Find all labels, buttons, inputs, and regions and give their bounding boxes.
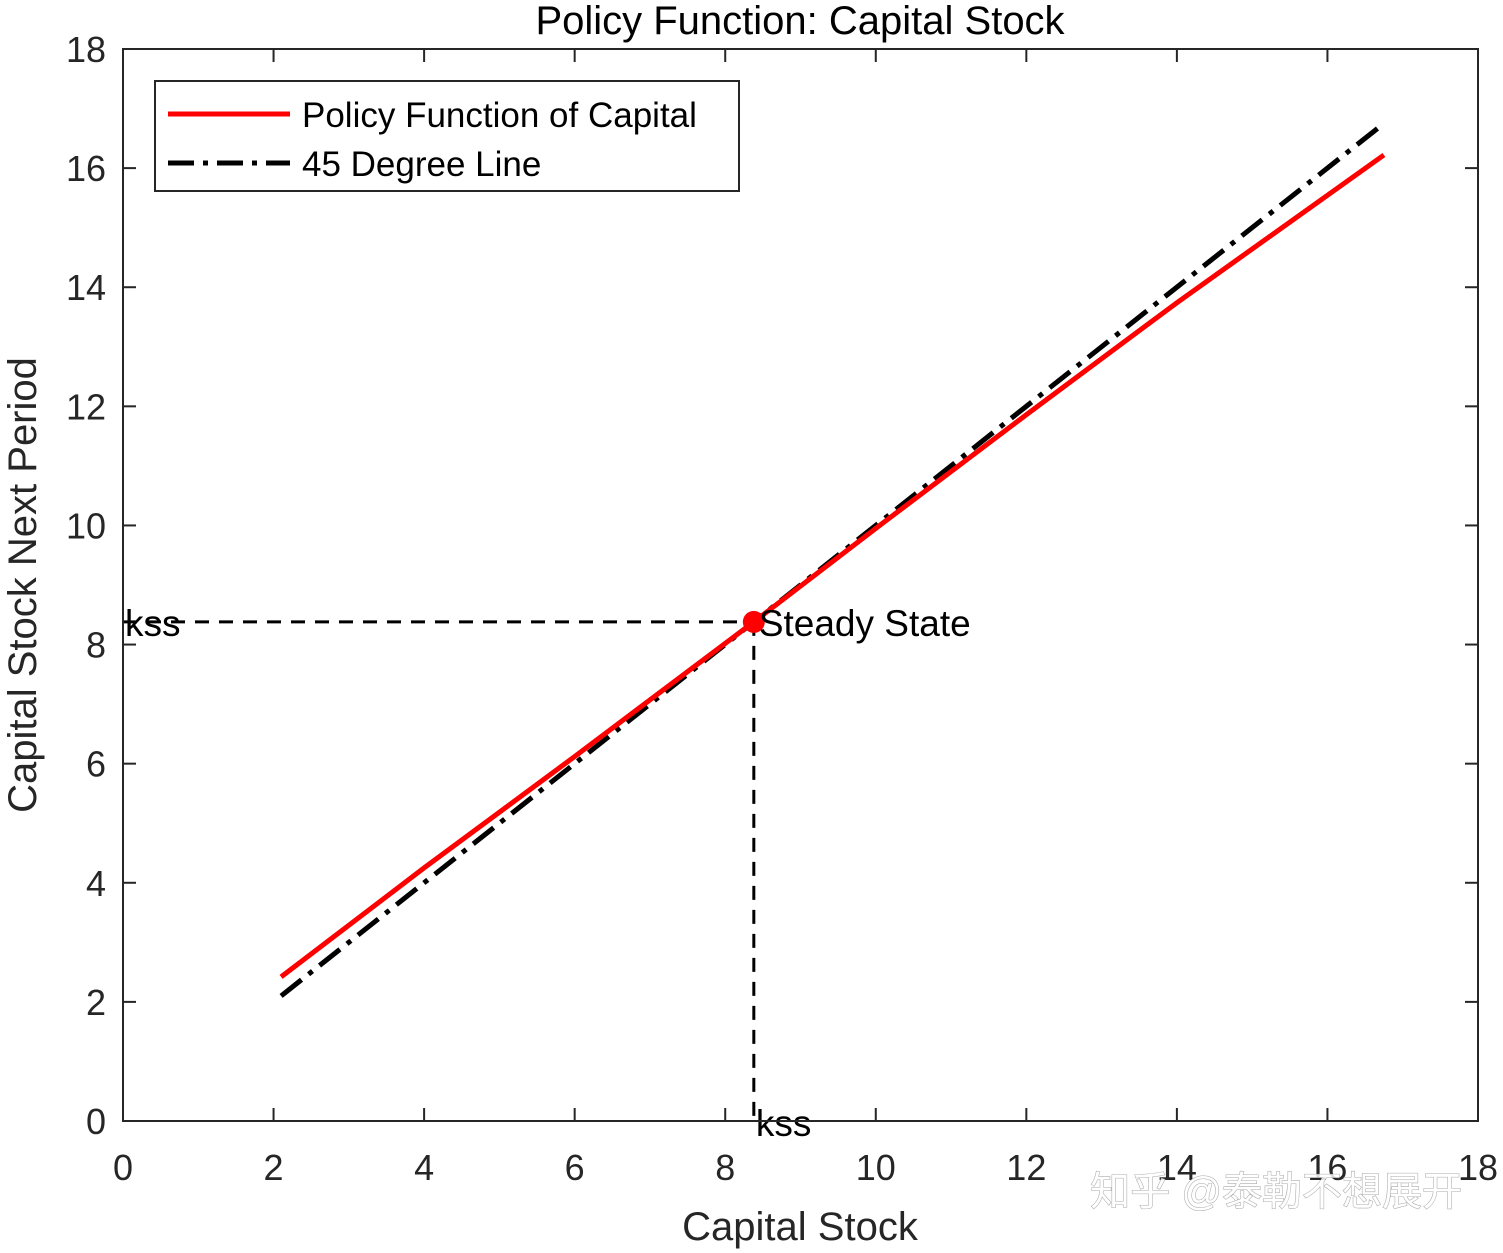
chart-title: Policy Function: Capital Stock xyxy=(535,0,1065,43)
steady-state-label: Steady State xyxy=(759,603,971,644)
x-tick-label: 16 xyxy=(1307,1147,1347,1188)
kss-y-label: kss xyxy=(125,603,181,644)
legend-box xyxy=(154,80,740,192)
y-tick-label: 6 xyxy=(86,744,106,785)
axes-box xyxy=(122,48,1479,1122)
kss-x-label: kss xyxy=(756,1103,812,1144)
x-tick-label: 8 xyxy=(715,1147,735,1188)
x-tick-label: 4 xyxy=(414,1147,434,1188)
series-layer xyxy=(279,121,1386,998)
y-tick-label: 16 xyxy=(66,148,106,189)
x-tick-label: 18 xyxy=(1458,1147,1498,1188)
y-tick-label: 2 xyxy=(86,982,106,1023)
y-tick-label: 10 xyxy=(66,505,106,546)
x-tick-label: 6 xyxy=(565,1147,585,1188)
y-tick-label: 18 xyxy=(66,29,106,70)
series-line-policy-function xyxy=(279,152,1386,979)
x-axis-label: Capital Stock xyxy=(682,1205,919,1249)
watermark: 知乎 @泰勒不想展开 xyxy=(1090,1170,1462,1214)
y-tick-labels: 0 2 4 6 8 10 12 14 16 18 xyxy=(66,29,106,1142)
y-axis-label: Capital Stock Next Period xyxy=(1,357,45,813)
y-tick-label: 0 xyxy=(86,1101,106,1142)
x-tick-label: 12 xyxy=(1006,1147,1046,1188)
y-tick-label: 4 xyxy=(86,863,106,904)
y-tick-label: 8 xyxy=(86,625,106,666)
legend-label-policy: Policy Function of Capital xyxy=(302,96,697,135)
steady-state-marker xyxy=(742,610,765,633)
x-tick-label: 0 xyxy=(113,1147,133,1188)
legend-label-45-degree: 45 Degree Line xyxy=(302,145,541,184)
x-tick-labels: 0 2 4 6 8 10 12 14 16 18 xyxy=(113,1147,1498,1188)
x-tick-label: 2 xyxy=(264,1147,284,1188)
legend: Policy Function of Capital 45 Degree Lin… xyxy=(154,80,740,192)
y-tick-label: 14 xyxy=(66,267,106,308)
steady-state-reference-lines xyxy=(123,620,756,1121)
x-tick-label: 10 xyxy=(856,1147,896,1188)
y-tick-label: 12 xyxy=(66,386,106,427)
x-tick-label: 14 xyxy=(1157,1147,1197,1188)
